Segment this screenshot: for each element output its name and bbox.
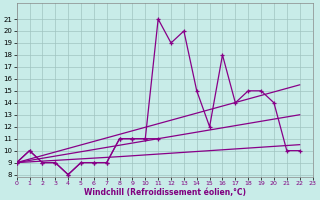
X-axis label: Windchill (Refroidissement éolien,°C): Windchill (Refroidissement éolien,°C) [84,188,245,197]
